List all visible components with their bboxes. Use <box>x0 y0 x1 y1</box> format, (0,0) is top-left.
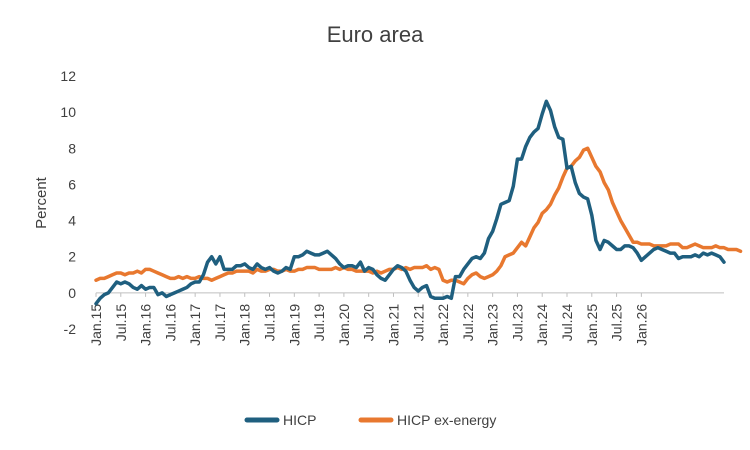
x-tick-label: Jul.21 <box>410 304 426 342</box>
x-tick-label: Jan.26 <box>633 304 649 346</box>
x-tick-label: Jul.24 <box>559 304 575 342</box>
chart-title: Euro area <box>327 22 424 47</box>
x-tick-label: Jan.17 <box>187 304 203 346</box>
y-axis-label: Percent <box>33 176 50 229</box>
x-tick-label: Jul.16 <box>162 304 178 342</box>
x-tick-label: Jul.19 <box>311 304 327 342</box>
x-tick-label: Jan.20 <box>336 304 352 346</box>
x-tick-label: Jul.22 <box>460 304 476 342</box>
x-tick-label: Jan.22 <box>435 304 451 346</box>
x-tick-label: Jan.15 <box>88 304 104 346</box>
series-layer <box>94 99 743 306</box>
legend-label-hicp: HICP <box>283 412 316 428</box>
x-tick-label: Jan.23 <box>485 304 501 346</box>
x-tick-label: Jul.15 <box>113 304 129 342</box>
y-tick-label: 0 <box>68 285 76 301</box>
legend-label-hicp-ex-energy: HICP ex-energy <box>397 412 496 428</box>
x-tick-label: Jul.17 <box>212 304 228 342</box>
y-tick-label: 6 <box>68 176 76 192</box>
x-tick-label: Jan.25 <box>584 304 600 346</box>
x-tick-label: Jan.24 <box>534 304 550 346</box>
y-tick-label: 4 <box>68 213 76 229</box>
y-tick-label: -2 <box>64 321 77 337</box>
x-tick-label: Jul.18 <box>262 304 278 342</box>
y-tick-label: 12 <box>60 68 76 84</box>
x-tick-label: Jan.19 <box>286 304 302 346</box>
x-tick-label: Jul.25 <box>609 304 625 342</box>
x-tick-label: Jan.18 <box>237 304 253 346</box>
series-line-hicp <box>94 99 726 306</box>
y-tick-label: 8 <box>68 140 76 156</box>
x-tick-label: Jul.23 <box>509 304 525 342</box>
y-tick-label: 2 <box>68 249 76 265</box>
legend: HICP HICP ex-energy <box>244 412 496 428</box>
x-axis-ticks: Jan.15 Jul.15 Jan.16 Jul.16 Jan.17 Jul.17 Jan.… <box>88 292 649 346</box>
series-line-hicp-ex-energy <box>94 146 743 286</box>
x-tick-label: Jan.21 <box>385 304 401 346</box>
y-tick-label: 10 <box>60 104 76 120</box>
y-axis-ticks: -2 0 2 4 6 8 10 12 <box>60 68 76 337</box>
x-tick-label: Jan.16 <box>138 304 154 346</box>
x-tick-label: Jul.20 <box>361 304 377 342</box>
